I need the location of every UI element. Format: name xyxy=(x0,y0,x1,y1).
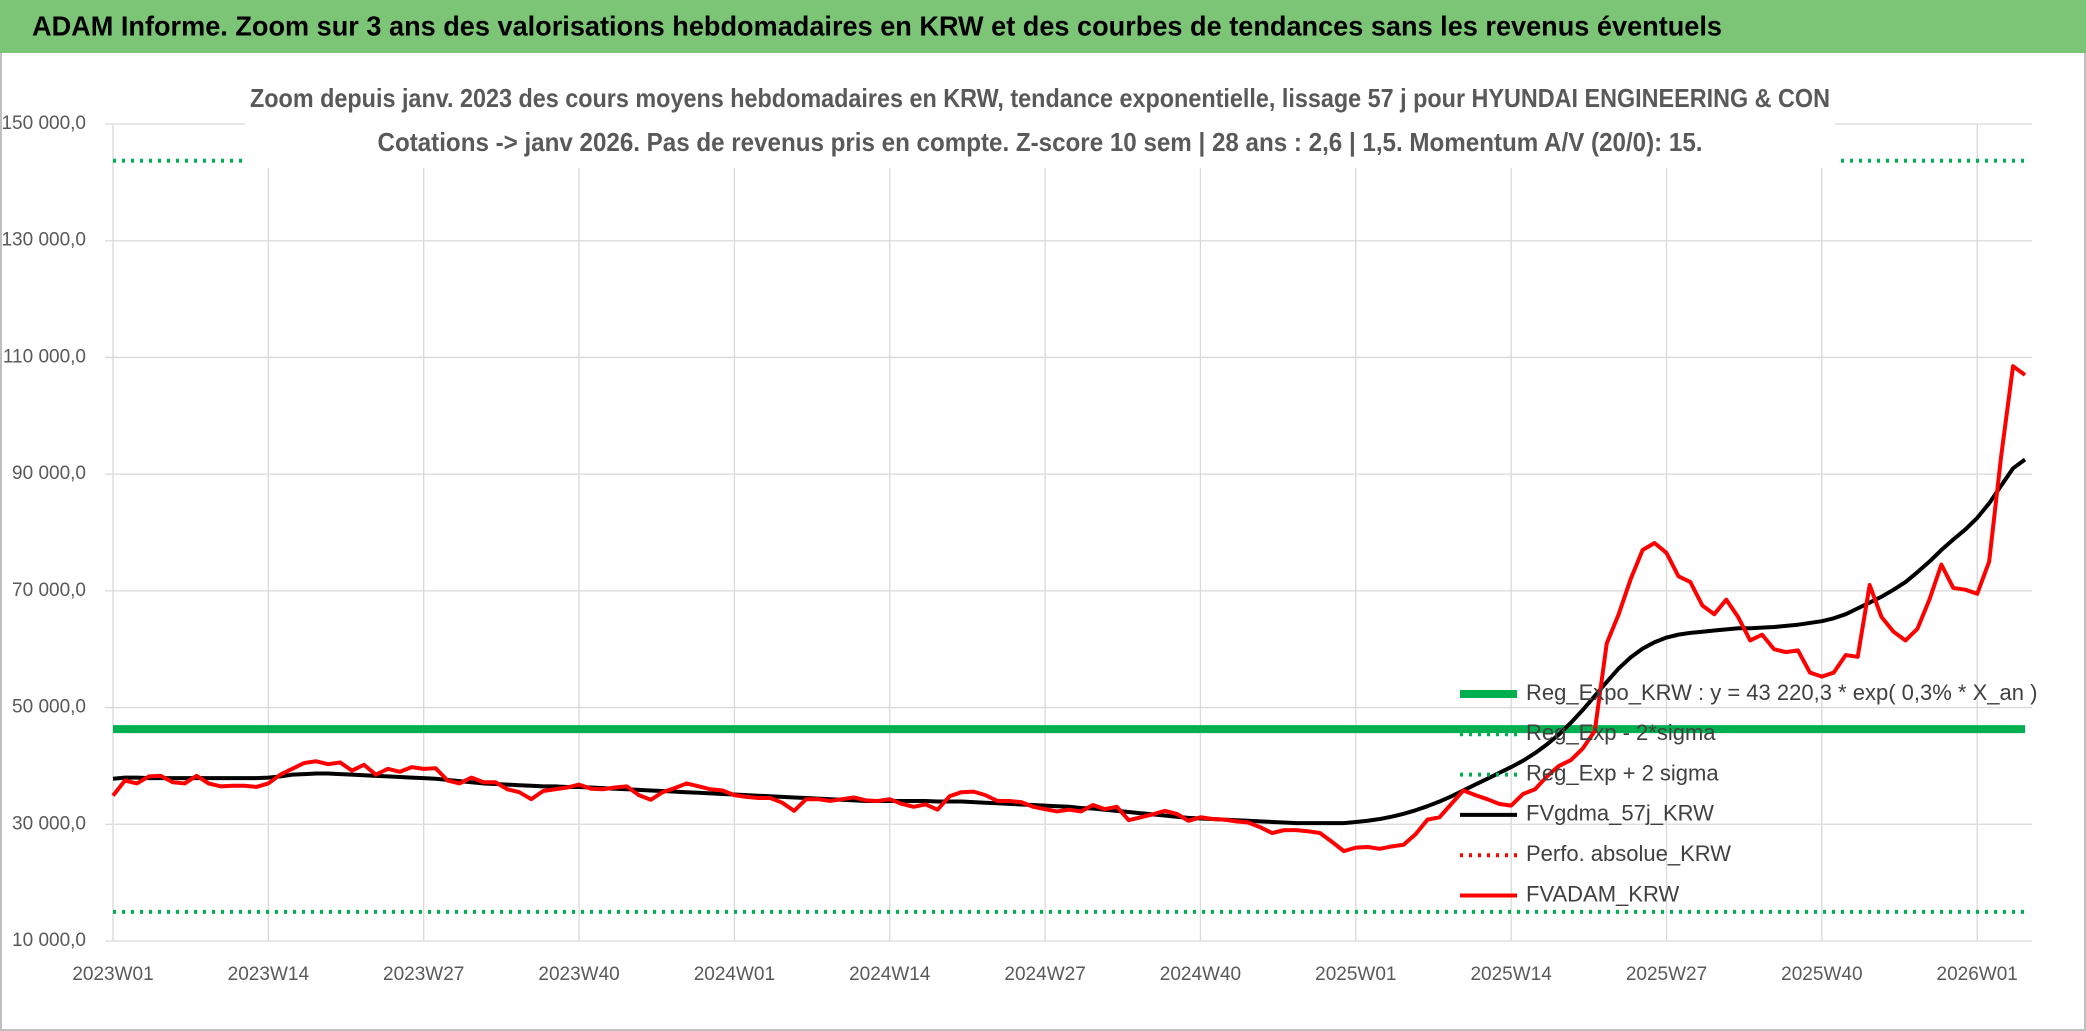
y-tick-label: 30 000,0 xyxy=(12,813,86,834)
x-tick-label: 2023W01 xyxy=(72,964,153,985)
legend: Reg_Expo_KRW : y = 43 220,3 * exp( 0,3% … xyxy=(1460,680,2037,906)
x-tick-label: 2025W01 xyxy=(1315,964,1396,985)
y-tick-label: 110 000,0 xyxy=(3,346,86,367)
x-tick-label: 2025W40 xyxy=(1781,964,1862,985)
legend-label: Reg_Exp + 2 sigma xyxy=(1526,760,1719,785)
y-tick-label: 10 000,0 xyxy=(12,930,86,951)
title-box xyxy=(245,76,1835,168)
legend-label: Reg_Exp - 2*sigma xyxy=(1526,720,1716,745)
x-tick-label: 2025W14 xyxy=(1470,964,1552,985)
legend-label: FVADAM_KRW xyxy=(1526,881,1679,906)
series-line xyxy=(111,364,2027,854)
x-tick-label: 2024W27 xyxy=(1004,964,1085,985)
x-tick-label: 2026W01 xyxy=(1937,964,2018,985)
header-band xyxy=(0,0,2086,53)
y-tick-label: 50 000,0 xyxy=(12,697,86,718)
y-tick-label: 150 000,0 xyxy=(1,113,86,134)
legend-label: FVgdma_57j_KRW xyxy=(1526,801,1714,826)
series-line xyxy=(112,457,2027,826)
x-tick-label: 2024W40 xyxy=(1160,964,1241,985)
x-tick-label: 2023W40 xyxy=(538,964,619,985)
legend-label: Reg_Expo_KRW : y = 43 220,3 * exp( 0,3% … xyxy=(1526,680,2037,705)
x-tick-label: 2025W27 xyxy=(1626,964,1707,985)
x-tick-label: 2023W27 xyxy=(383,964,464,985)
chart-title: Zoom depuis janv. 2023 des cours moyens … xyxy=(250,83,1830,113)
x-tick-label: 2023W14 xyxy=(228,964,310,985)
chart-subtitle: Cotations -> janv 2026. Pas de revenus p… xyxy=(378,127,1703,157)
x-tick-label: 2024W14 xyxy=(849,964,931,985)
header: ADAM Informe. Zoom sur 3 ans des valoris… xyxy=(32,10,1722,41)
y-tick-label: 130 000,0 xyxy=(1,230,86,251)
y-tick-label: 90 000,0 xyxy=(12,463,86,484)
y-tick-label: 70 000,0 xyxy=(12,580,86,601)
x-tick-label: 2024W01 xyxy=(694,964,775,985)
legend-label: Perfo. absolue_KRW xyxy=(1526,841,1731,866)
